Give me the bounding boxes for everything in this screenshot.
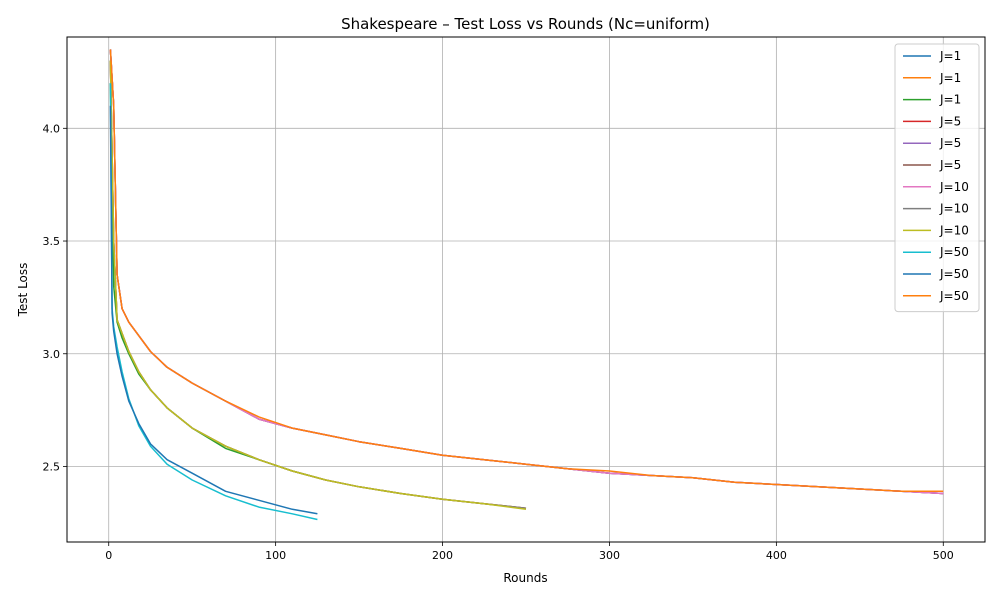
x-tick-label: 100 (265, 549, 286, 562)
legend-label: J=1 (939, 49, 961, 63)
x-tick-label: 500 (933, 549, 954, 562)
legend: J=1 J=1 J=1 J=5 J=5 J=5 J=10 J=10 J=10 J=50 J=50 J=… (894, 43, 980, 313)
x-axis-label: Rounds (503, 571, 547, 585)
y-axis-ticks: 2.5 3.0 3.5 4.0 (43, 122, 67, 473)
legend-label: J=1 (939, 93, 961, 107)
x-tick-label: 400 (766, 549, 787, 562)
legend-label: J=1 (939, 71, 961, 85)
y-tick-label: 3.5 (43, 235, 61, 248)
legend-label: J=10 (939, 180, 969, 194)
legend-box (894, 43, 980, 313)
legend-label: J=50 (939, 245, 969, 259)
legend-label: J=5 (939, 114, 961, 128)
legend-label: J=50 (939, 267, 969, 281)
series-line-11 (109, 105, 318, 515)
x-axis-ticks: 0 100 200 300 400 500 (105, 542, 954, 562)
x-tick-label: 300 (599, 549, 620, 562)
x-tick-label: 0 (105, 549, 112, 562)
legend-label: J=5 (939, 158, 961, 172)
legend-label: J=50 (939, 289, 969, 303)
series-line-12 (109, 49, 944, 493)
legend-label: J=10 (939, 223, 969, 237)
legend-label: J=5 (939, 136, 961, 150)
plot-lines (109, 49, 944, 521)
y-tick-label: 2.5 (43, 460, 61, 473)
y-axis-label: Test Loss (16, 263, 30, 318)
x-tick-label: 200 (432, 549, 453, 562)
plot-frame (66, 36, 986, 543)
legend-label: J=10 (939, 202, 969, 216)
series-line-9 (109, 60, 527, 511)
chart-title: Shakespeare – Test Loss vs Rounds (Nc=un… (341, 15, 710, 33)
y-tick-label: 3.0 (43, 348, 61, 361)
y-tick-label: 4.0 (43, 122, 61, 135)
